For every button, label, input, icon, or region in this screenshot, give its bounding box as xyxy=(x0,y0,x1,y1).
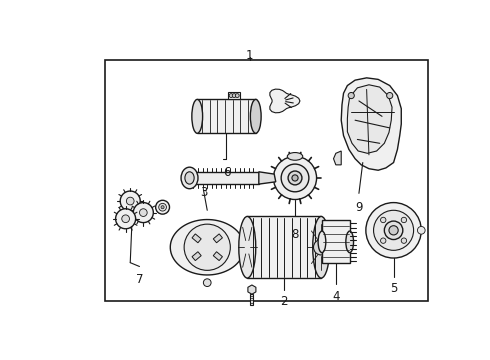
Polygon shape xyxy=(341,78,401,170)
Circle shape xyxy=(126,197,134,205)
Text: 9: 9 xyxy=(355,201,363,214)
Text: 7: 7 xyxy=(136,273,143,285)
Bar xyxy=(105,60,428,301)
Bar xyxy=(228,92,240,99)
Ellipse shape xyxy=(346,231,354,253)
Circle shape xyxy=(184,224,230,270)
Circle shape xyxy=(384,221,403,239)
Circle shape xyxy=(116,209,136,229)
Ellipse shape xyxy=(192,99,203,133)
Polygon shape xyxy=(334,151,341,165)
Circle shape xyxy=(156,200,170,214)
Circle shape xyxy=(229,94,233,98)
Circle shape xyxy=(122,215,129,222)
Polygon shape xyxy=(347,85,392,153)
Bar xyxy=(190,172,259,184)
Circle shape xyxy=(314,239,329,255)
Polygon shape xyxy=(213,252,222,261)
Text: 2: 2 xyxy=(280,295,288,308)
Text: 5: 5 xyxy=(390,282,397,295)
Circle shape xyxy=(140,209,147,216)
Circle shape xyxy=(401,217,407,223)
Polygon shape xyxy=(259,172,276,184)
Bar xyxy=(197,99,256,133)
Circle shape xyxy=(120,191,140,211)
Polygon shape xyxy=(270,89,300,113)
Polygon shape xyxy=(213,234,222,243)
Circle shape xyxy=(389,226,398,235)
Circle shape xyxy=(288,171,302,185)
Text: 1: 1 xyxy=(246,49,253,62)
Circle shape xyxy=(203,279,211,287)
Ellipse shape xyxy=(239,216,256,278)
Polygon shape xyxy=(171,220,244,275)
Ellipse shape xyxy=(185,172,194,184)
Circle shape xyxy=(159,203,167,211)
Circle shape xyxy=(235,94,239,98)
Circle shape xyxy=(381,238,386,243)
Ellipse shape xyxy=(318,231,326,253)
Ellipse shape xyxy=(181,167,198,189)
Circle shape xyxy=(387,93,393,99)
Bar xyxy=(247,216,321,278)
Text: 8: 8 xyxy=(292,228,299,241)
Circle shape xyxy=(161,206,164,209)
Ellipse shape xyxy=(287,153,303,160)
Polygon shape xyxy=(192,252,201,261)
Circle shape xyxy=(232,94,236,98)
Ellipse shape xyxy=(250,99,261,133)
Circle shape xyxy=(373,210,414,250)
Ellipse shape xyxy=(313,216,330,278)
Circle shape xyxy=(381,217,386,223)
Polygon shape xyxy=(192,234,201,243)
Circle shape xyxy=(273,156,317,199)
Bar xyxy=(322,220,350,264)
Text: 3: 3 xyxy=(200,186,207,199)
Circle shape xyxy=(348,93,354,99)
Circle shape xyxy=(133,203,153,222)
Polygon shape xyxy=(248,285,256,294)
Text: 4: 4 xyxy=(332,289,340,303)
Text: 6: 6 xyxy=(223,166,230,179)
Circle shape xyxy=(292,175,298,181)
Circle shape xyxy=(366,203,421,258)
Bar xyxy=(250,294,253,305)
Circle shape xyxy=(281,164,309,192)
Circle shape xyxy=(401,238,407,243)
Circle shape xyxy=(417,226,425,234)
